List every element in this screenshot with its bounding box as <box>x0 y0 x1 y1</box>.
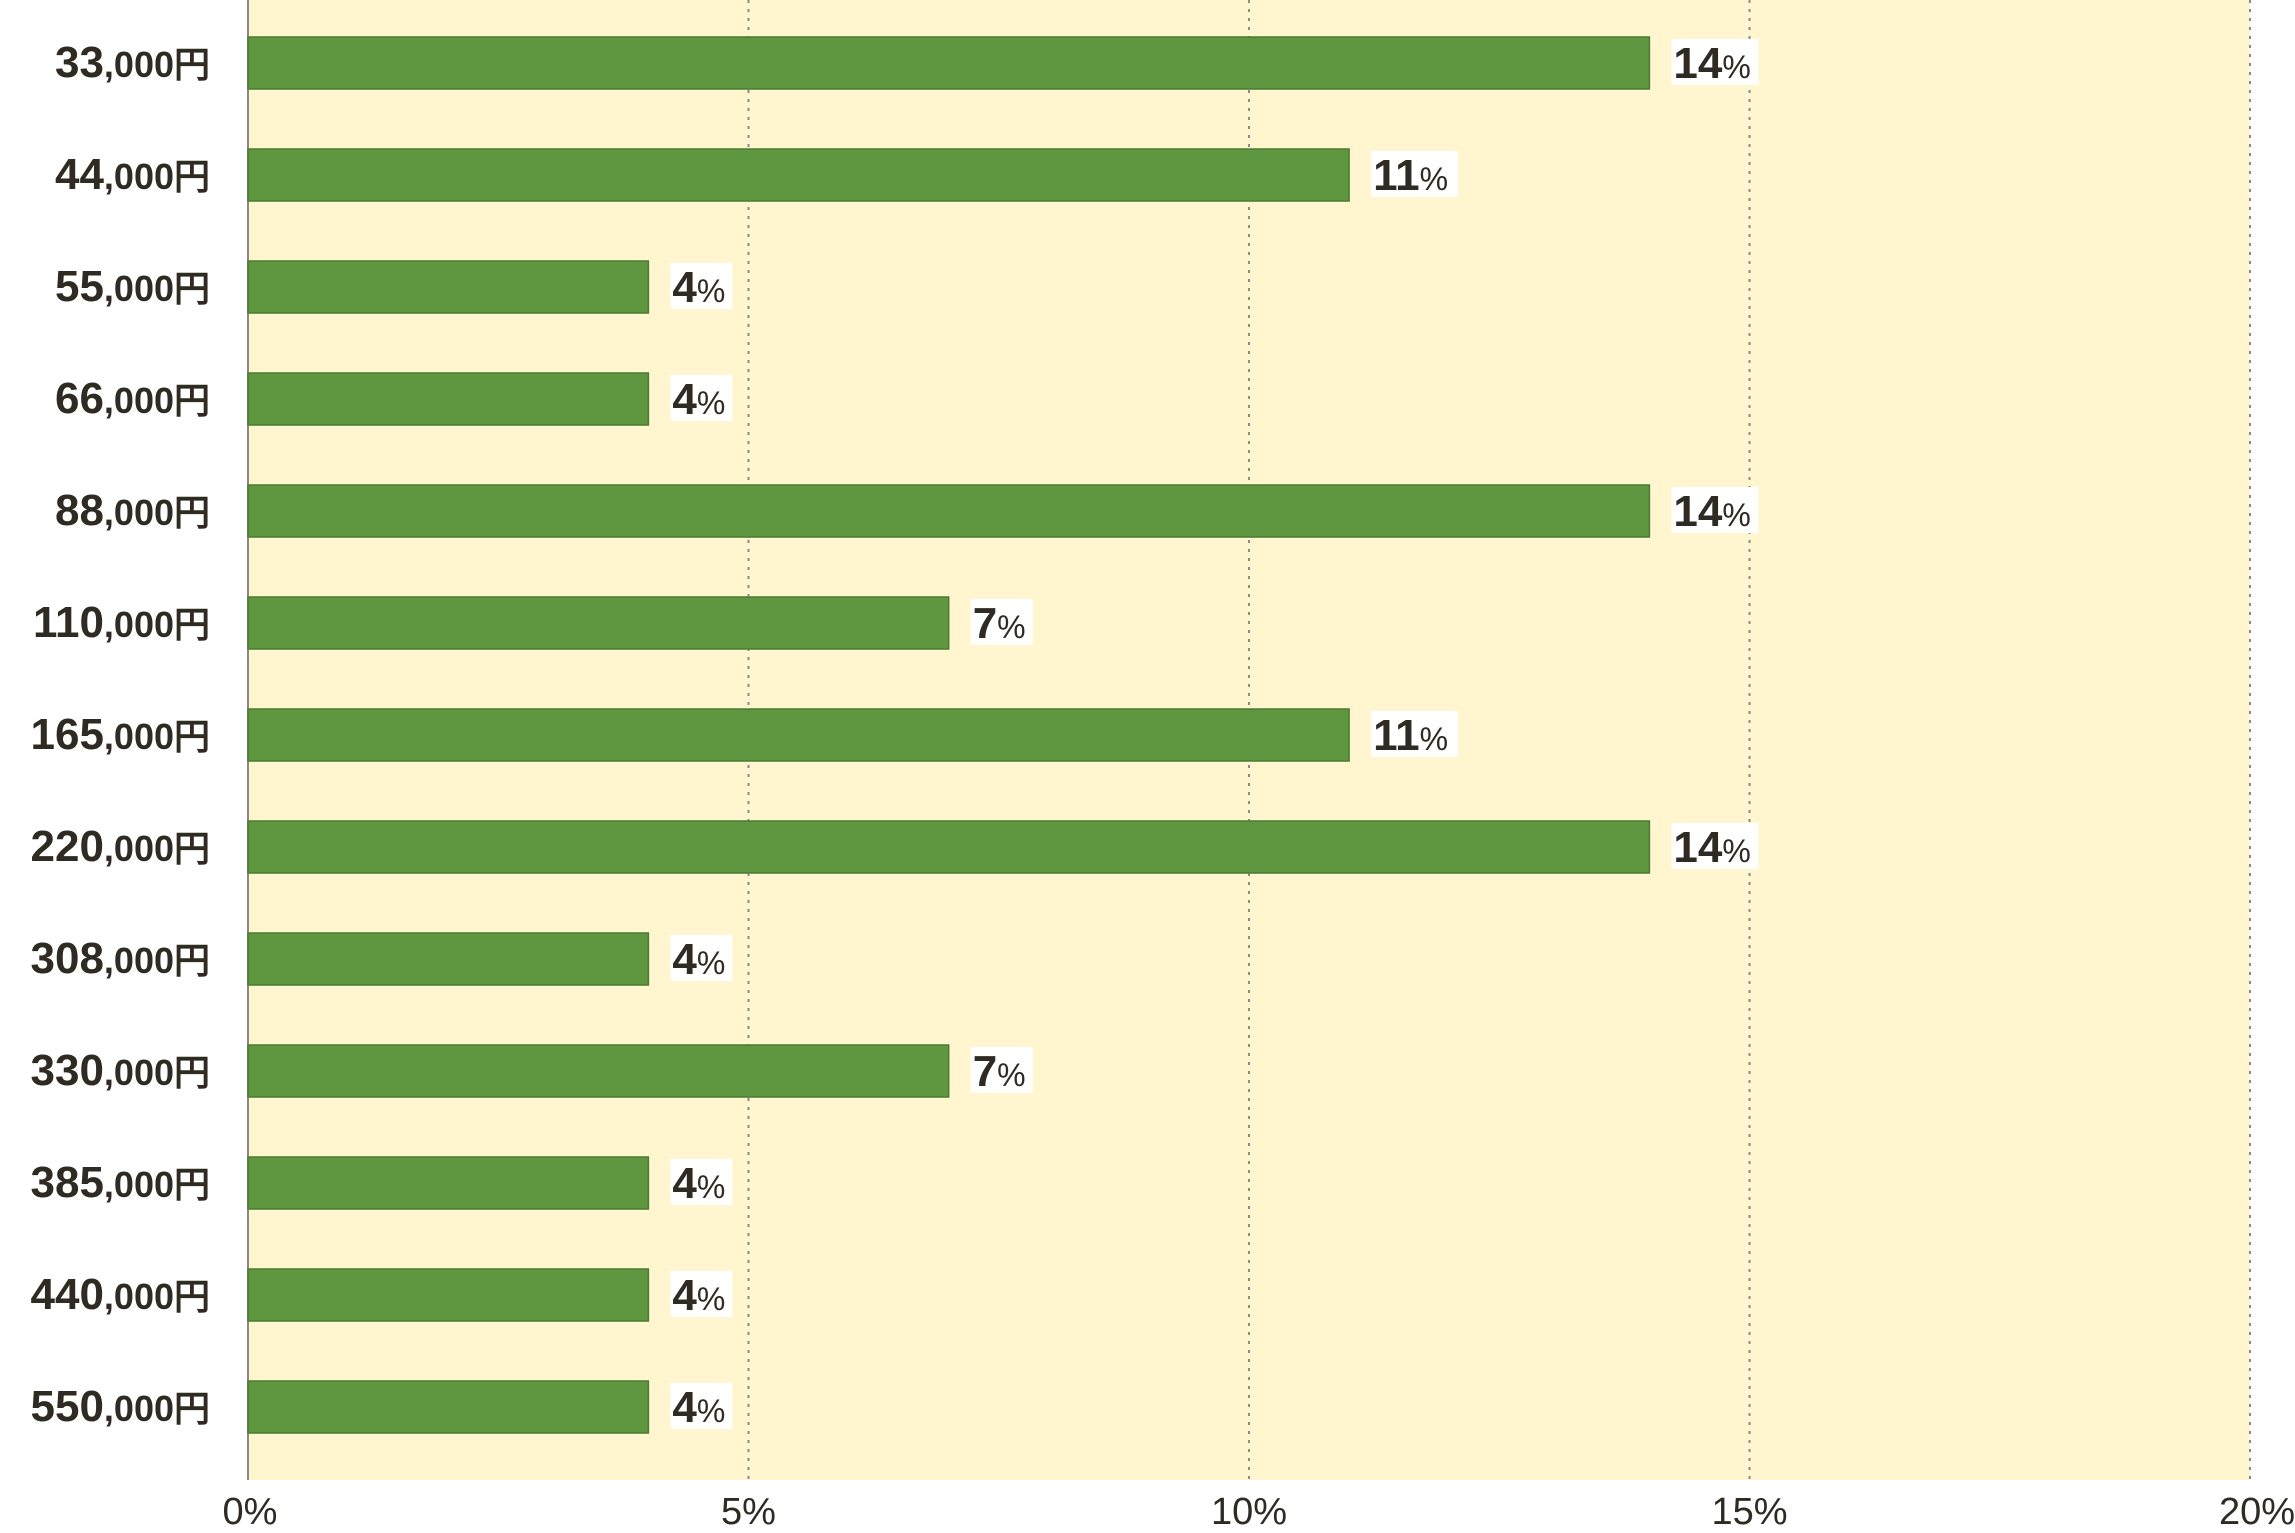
value-label-box <box>1371 151 1459 197</box>
x-tick-label: 10% <box>1211 1491 1287 1528</box>
value-label-box <box>970 1047 1033 1093</box>
bar <box>247 36 1651 90</box>
value-label: 11% <box>1373 151 1448 200</box>
bar <box>247 708 1350 762</box>
value-label-box <box>1671 487 1759 533</box>
bar <box>247 260 650 314</box>
value-label-box <box>670 375 733 421</box>
category-label: 385,000円 <box>31 1158 211 1207</box>
value-label: 4% <box>672 1271 725 1320</box>
value-label-box <box>1671 39 1759 85</box>
value-label: 11% <box>1373 711 1448 760</box>
category-label: 110,000円 <box>33 598 210 647</box>
bar <box>247 372 650 426</box>
x-tick-label: 15% <box>1711 1491 1787 1528</box>
category-label: 330,000円 <box>31 1046 211 1095</box>
category-label: 44,000円 <box>55 150 210 199</box>
value-label: 14% <box>1673 39 1750 88</box>
x-tick-label: 5% <box>721 1491 776 1528</box>
value-label-box <box>670 1159 733 1205</box>
x-tick-label: 20% <box>2219 1491 2295 1528</box>
value-label: 4% <box>672 1159 725 1208</box>
x-tick-label: 0% <box>223 1491 278 1528</box>
value-label-box <box>670 1383 733 1429</box>
value-label-box <box>1671 823 1759 869</box>
category-label: 55,000円 <box>55 262 210 311</box>
value-label: 7% <box>973 1047 1026 1096</box>
bar <box>247 932 650 986</box>
category-label: 220,000円 <box>31 822 211 871</box>
value-label: 7% <box>973 599 1026 648</box>
value-label: 4% <box>672 375 725 424</box>
value-label: 4% <box>672 263 725 312</box>
bar <box>247 1380 650 1434</box>
value-label-box <box>670 935 733 981</box>
value-label: 14% <box>1673 823 1750 872</box>
category-label: 550,000円 <box>31 1382 211 1431</box>
value-label: 4% <box>672 935 725 984</box>
category-label: 33,000円 <box>55 38 210 87</box>
bar <box>247 1044 950 1098</box>
bar <box>247 596 950 650</box>
value-label-box <box>670 1271 733 1317</box>
bar <box>247 820 1651 874</box>
category-label: 88,000円 <box>55 486 210 535</box>
category-label: 308,000円 <box>31 934 211 983</box>
bar <box>247 484 1651 538</box>
value-label-box <box>970 599 1033 645</box>
category-label: 440,000円 <box>31 1270 211 1319</box>
bar <box>247 1268 650 1322</box>
category-label: 165,000円 <box>31 710 211 759</box>
value-label: 14% <box>1673 487 1750 536</box>
value-label-box <box>1371 711 1459 757</box>
value-label: 4% <box>672 1383 725 1432</box>
bar <box>247 148 1350 202</box>
bar <box>247 1156 650 1210</box>
category-label: 66,000円 <box>55 374 210 423</box>
value-label-box <box>670 263 733 309</box>
